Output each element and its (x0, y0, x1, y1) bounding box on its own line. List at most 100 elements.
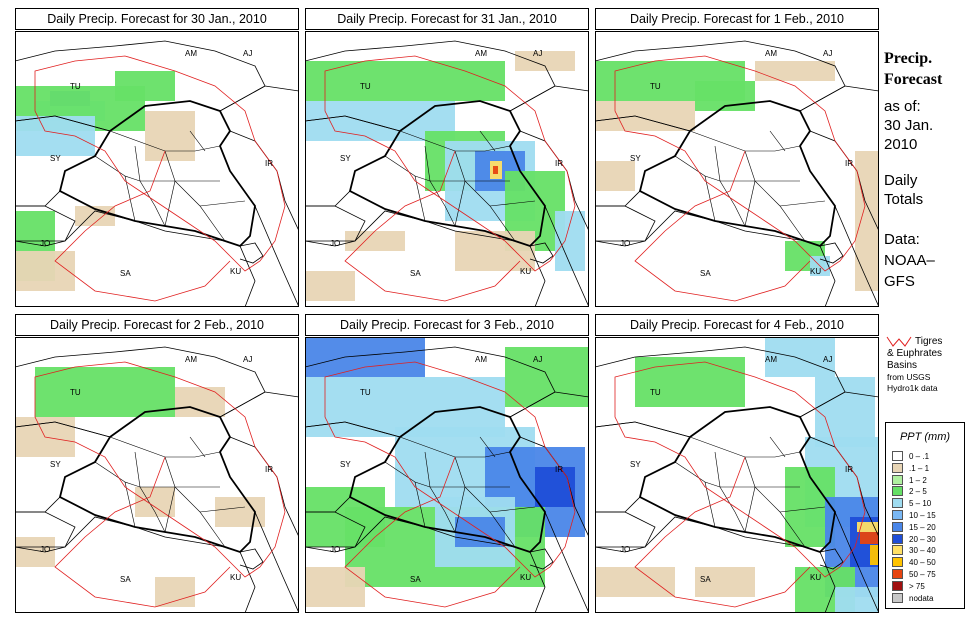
panel-30jan: Daily Precip. Forecast for 30 Jan., 2010… (15, 8, 299, 307)
iraq-border (58, 100, 256, 248)
forecast-map: AM AJ TU SY IR JO SA KU (305, 31, 589, 307)
legend-swatch (892, 592, 903, 603)
province-border (779, 200, 826, 207)
province-border (399, 130, 511, 152)
map-frame-outline (15, 31, 299, 307)
province-border (454, 180, 466, 227)
country-border (595, 511, 656, 553)
legend-swatch (892, 545, 903, 556)
data-label: Data: (884, 231, 920, 248)
basin-boundary (34, 361, 286, 608)
legend-swatch (892, 557, 903, 568)
country-label: JO (40, 545, 50, 554)
country-label: KU (810, 573, 821, 582)
iraq-border (348, 406, 546, 554)
basin-boundary (614, 55, 866, 302)
precip-area (115, 71, 175, 101)
precip-area (860, 532, 879, 544)
country-label: IR (845, 159, 853, 168)
precip-area (175, 387, 225, 417)
country-label: TU (70, 388, 81, 397)
province-border (689, 436, 801, 458)
map-frame-outline (305, 337, 589, 613)
country-label: IR (555, 465, 563, 474)
basin-line-2: & Euphrates (887, 348, 943, 359)
map-frame-outline (305, 31, 589, 307)
province-border (189, 436, 206, 458)
ppt-legend: PPT (mm) 0 – .1 .1 – 1 1 – 2 2 – 5 5 – 10 10 … (885, 422, 965, 609)
map-frame-outline (595, 337, 879, 613)
precip-area (855, 151, 879, 291)
country-label: AJ (823, 355, 832, 364)
province-border (189, 130, 206, 152)
basin-boundary (614, 361, 866, 608)
province-border (124, 175, 136, 222)
province-border (139, 180, 166, 227)
precip-area (595, 567, 675, 597)
country-label: AJ (533, 355, 542, 364)
basin-line-5: Hydro1k data (887, 383, 938, 393)
basin-boundary (324, 55, 576, 302)
country-border (819, 548, 844, 570)
iraq-border (58, 406, 256, 554)
precip-area (815, 377, 875, 447)
country-label: SY (630, 460, 641, 469)
forecast-map: AM AJ TU SY IR JO SA KU (15, 31, 299, 307)
legend-title: PPT (mm) (899, 431, 951, 443)
legend-item: 40 – 50 (892, 557, 936, 568)
country-border (305, 511, 366, 553)
country-label: SY (50, 460, 61, 469)
legend-label: 2 – 5 (909, 487, 927, 497)
country-label: SY (50, 154, 61, 163)
legend-item: 30 – 40 (892, 545, 936, 556)
iraq-border (638, 406, 836, 554)
country-label: IR (845, 465, 853, 474)
country-label: AJ (243, 355, 252, 364)
precip-area (455, 231, 535, 271)
country-label: AM (765, 355, 777, 364)
country-border (15, 511, 76, 553)
panel-4feb: Daily Precip. Forecast for 4 Feb., 2010 … (595, 314, 879, 613)
country-label: JO (620, 545, 630, 554)
basin-boundary (324, 361, 576, 608)
legend-swatch (892, 521, 903, 532)
country-label: JO (330, 239, 340, 248)
province-border (414, 481, 426, 528)
map-svg: AM AJ TU SY IR JO SA KU (595, 337, 879, 613)
country-label: AM (765, 49, 777, 58)
precip-area (857, 522, 879, 532)
province-border (109, 436, 221, 458)
asof-label: as of: (884, 98, 921, 115)
province-border (719, 486, 746, 533)
precip-area (455, 517, 505, 547)
basin-note: Tigres & Euphrates Basins from USGS Hydr… (887, 336, 942, 394)
country-border (15, 205, 76, 247)
country-border (305, 205, 366, 247)
precip-area (835, 587, 879, 613)
country-label: SA (410, 575, 421, 584)
legend-item: 50 – 75 (892, 569, 936, 580)
panel-title: Daily Precip. Forecast for 2 Feb., 2010 (15, 314, 299, 336)
asof-year: 2010 (884, 136, 918, 153)
legend-item: .1 – 1 (892, 462, 929, 474)
province-border (479, 130, 496, 152)
legend-label: > 75 (909, 581, 925, 591)
forecast-map: AM AJ TU SY IR JO SA KU (15, 337, 299, 613)
iraq-border (348, 100, 546, 248)
legend-label: 20 – 30 (909, 534, 936, 544)
country-label: SA (700, 575, 711, 584)
country-label: SA (120, 269, 131, 278)
panel-title: Daily Precip. Forecast for 1 Feb., 2010 (595, 8, 879, 30)
panel-title: Daily Precip. Forecast for 31 Jan., 2010 (305, 8, 589, 30)
province-border (704, 175, 716, 222)
basin-line-icon (886, 336, 912, 347)
province-border (429, 486, 456, 533)
precip-area (305, 61, 505, 101)
country-label: AJ (243, 49, 252, 58)
precip-area (493, 166, 498, 174)
precip-area (305, 271, 355, 301)
country-label: IR (265, 465, 273, 474)
panel-title: Daily Precip. Forecast for 3 Feb., 2010 (305, 314, 589, 336)
precip-area (15, 116, 95, 156)
country-label: AM (475, 49, 487, 58)
